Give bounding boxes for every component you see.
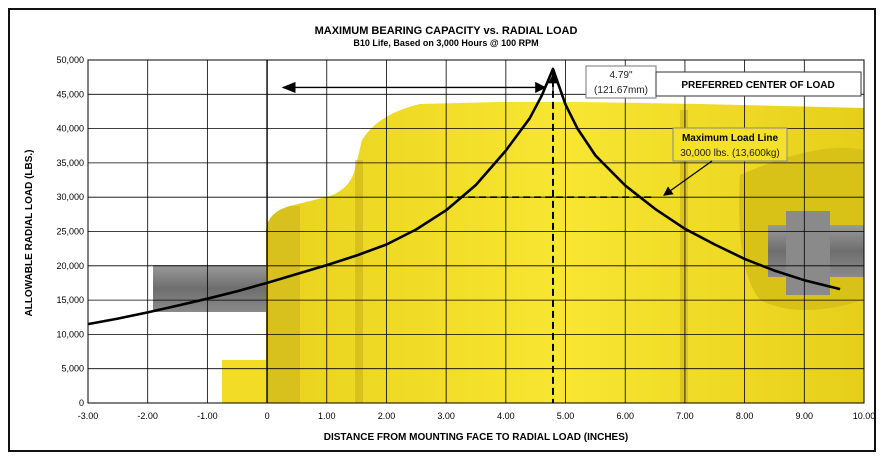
y-tick-labels: 0 5,000 10,000 15,000 20,000 25,000 30,000 35,0…	[56, 55, 84, 408]
preferred-center-inches: 4.79"	[609, 70, 632, 81]
y-tick-label: 10,000	[56, 329, 84, 339]
preferred-center-label: PREFERRED CENTER OF LOAD	[681, 80, 834, 91]
y-tick-label: 25,000	[56, 227, 84, 237]
annotations: 4.79" (121.67mm) PREFERRED CENTER OF LOAD M…	[281, 65, 862, 403]
x-axis-label: DISTANCE FROM MOUNTING FACE TO RADIAL LO…	[324, 432, 628, 443]
x-tick-label: 10.00	[853, 411, 876, 421]
x-tick-label: 6.00	[616, 411, 634, 421]
x-tick-label: 1.00	[318, 411, 336, 421]
grid	[87, 59, 865, 404]
y-tick-label: 35,000	[56, 158, 84, 168]
max-load-pointer-arrow	[663, 160, 713, 196]
y-tick-label: 20,000	[56, 261, 84, 271]
chart-title: MAXIMUM BEARING CAPACITY vs. RADIAL LOAD	[315, 25, 578, 37]
load-curve-line	[87, 67, 841, 326]
plot-border	[87, 59, 865, 404]
x-tick-label: 9.00	[796, 411, 814, 421]
preferred-center-label-box	[655, 71, 862, 97]
chart-subtitle: B10 Life, Based on 3,000 Hours @ 100 RPM	[353, 38, 538, 48]
x-tick-label: -3.00	[78, 411, 99, 421]
max-load-label-box	[672, 127, 788, 162]
bracket-lower-image	[222, 360, 268, 403]
x-tick-label: 2.00	[378, 411, 396, 421]
y-tick-label: 40,000	[56, 124, 84, 134]
x-tick-label: -1.00	[197, 411, 218, 421]
series-group	[87, 67, 841, 326]
y-tick-label: 5,000	[61, 364, 84, 374]
y-tick-label: 50,000	[56, 55, 84, 65]
x-tick-label: 0	[265, 411, 270, 421]
x-tick-label: 3.00	[437, 411, 455, 421]
housing-image	[266, 102, 864, 403]
x-tick-label: 7.00	[676, 411, 694, 421]
y-tick-label: 0	[79, 398, 84, 408]
y-tick-label: 45,000	[56, 89, 84, 99]
x-tick-label: 4.00	[497, 411, 515, 421]
max-load-value: 30,000 lbs. (13,600kg)	[680, 148, 780, 159]
x-tick-label: -2.00	[137, 411, 158, 421]
preferred-center-mm: (121.67mm)	[594, 85, 648, 96]
y-axis-label: ALLOWABLE RADIAL LOAD (LBS.)	[24, 149, 35, 316]
max-load-label: Maximum Load Line	[682, 133, 779, 144]
preferred-center-value-box	[585, 65, 657, 99]
y-tick-label: 15,000	[56, 295, 84, 305]
y-tick-label: 30,000	[56, 192, 84, 202]
x-tick-labels: -3.00 -2.00 -1.00 0 1.00 2.00 3.00 4.00 5.00 6.00…	[78, 411, 876, 421]
x-tick-label: 5.00	[557, 411, 575, 421]
housing-edge-image	[266, 206, 300, 403]
x-tick-label: 8.00	[736, 411, 754, 421]
